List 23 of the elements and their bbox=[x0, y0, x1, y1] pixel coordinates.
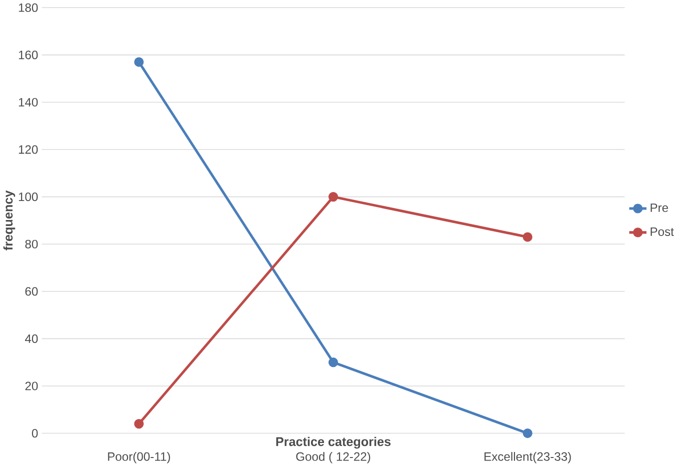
x-axis-title: Practice categories bbox=[276, 437, 391, 449]
y-tick-label: 20 bbox=[25, 382, 38, 390]
y-tick-label: 160 bbox=[18, 50, 38, 60]
point bbox=[328, 192, 338, 202]
y-tick-label: 60 bbox=[25, 287, 38, 296]
x-tick-label: Excellent(23-33) bbox=[484, 452, 571, 464]
y-tick-label: 0 bbox=[32, 429, 38, 438]
point bbox=[328, 358, 338, 368]
y-tick-label: 180 bbox=[18, 4, 38, 12]
y-tick-label: 140 bbox=[18, 98, 38, 107]
y-tick-label: 100 bbox=[18, 192, 38, 202]
y-axis-title: frequency bbox=[3, 190, 16, 251]
point bbox=[134, 57, 144, 68]
point bbox=[134, 419, 144, 429]
y-tick-label: 120 bbox=[18, 145, 38, 154]
legend-label: Pre bbox=[650, 204, 668, 212]
legend-label: Post bbox=[650, 228, 674, 236]
point bbox=[522, 232, 532, 242]
x-tick-label: Poor(00-11) bbox=[108, 452, 170, 464]
y-tick-label: 80 bbox=[25, 240, 38, 249]
y-tick-label: 40 bbox=[25, 334, 38, 344]
point bbox=[522, 428, 532, 438]
x-tick-label: Good ( 12-22) bbox=[296, 452, 370, 464]
